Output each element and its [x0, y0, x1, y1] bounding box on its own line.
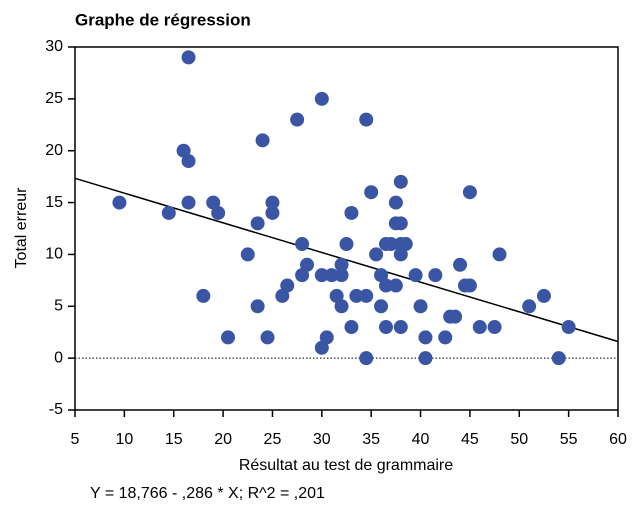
- y-tick-label: 15: [45, 194, 63, 211]
- point: [536, 288, 551, 303]
- point: [344, 320, 359, 335]
- x-tick-label: 30: [313, 431, 331, 448]
- x-axis-label: Résultat au test de grammaire: [239, 457, 453, 474]
- x-tick-label: 50: [510, 431, 528, 448]
- point: [240, 247, 255, 262]
- point: [462, 185, 477, 200]
- point: [359, 288, 374, 303]
- point: [339, 237, 354, 252]
- point: [221, 330, 236, 345]
- point: [290, 112, 305, 127]
- point: [334, 268, 349, 283]
- point: [393, 174, 408, 189]
- point: [295, 237, 310, 252]
- point: [448, 309, 463, 324]
- point: [255, 133, 270, 148]
- point: [418, 330, 433, 345]
- point: [250, 299, 265, 314]
- x-tick-label: 60: [609, 431, 627, 448]
- point: [374, 299, 389, 314]
- x-tick-label: 35: [362, 431, 380, 448]
- plot-frame: [74, 46, 619, 411]
- point: [487, 320, 502, 335]
- point: [462, 278, 477, 293]
- y-tick-label: 5: [54, 298, 63, 315]
- y-tick-label: 30: [45, 38, 63, 55]
- point: [408, 268, 423, 283]
- point: [334, 257, 349, 272]
- point: [393, 320, 408, 335]
- point: [196, 288, 211, 303]
- point: [369, 247, 384, 262]
- x-tick-label: 25: [264, 431, 282, 448]
- point: [388, 278, 403, 293]
- annotation: Y = 18,766 - ,286 * X; R^2 = ,201: [90, 485, 325, 502]
- point: [418, 351, 433, 366]
- point: [265, 195, 280, 210]
- point: [206, 195, 221, 210]
- point: [364, 185, 379, 200]
- x-tick-label: 55: [560, 431, 578, 448]
- point: [295, 268, 310, 283]
- point: [300, 257, 315, 272]
- point: [393, 216, 408, 231]
- point: [359, 351, 374, 366]
- chart-title: Graphe de régression: [75, 10, 251, 29]
- point: [181, 154, 196, 169]
- x-tick-label: 5: [71, 431, 80, 448]
- point: [378, 278, 393, 293]
- point: [260, 330, 275, 345]
- point: [181, 50, 196, 65]
- point: [413, 299, 428, 314]
- point: [492, 247, 507, 262]
- point: [551, 351, 566, 366]
- point: [314, 268, 329, 283]
- point: [383, 237, 398, 252]
- y-tick-label: -5: [49, 401, 63, 418]
- x-tick-label: 45: [461, 431, 479, 448]
- point: [398, 237, 413, 252]
- point: [181, 195, 196, 210]
- y-tick-label: 20: [45, 142, 63, 159]
- point: [334, 299, 349, 314]
- point: [176, 143, 191, 158]
- point: [428, 268, 443, 283]
- point: [374, 268, 389, 283]
- point: [472, 320, 487, 335]
- point: [453, 257, 468, 272]
- point: [265, 205, 280, 220]
- point: [329, 288, 344, 303]
- point: [314, 340, 329, 355]
- point: [388, 195, 403, 210]
- point: [393, 247, 408, 262]
- y-tick-label: 10: [45, 246, 63, 263]
- x-tick-label: 40: [412, 431, 430, 448]
- y-axis-label: Total erreur: [13, 187, 30, 269]
- y-tick-label: 25: [45, 90, 63, 107]
- x-tick-label: 20: [214, 431, 232, 448]
- point: [314, 91, 329, 106]
- x-tick-label: 10: [115, 431, 133, 448]
- point: [161, 205, 176, 220]
- y-tick-label: 0: [54, 349, 63, 366]
- point: [561, 320, 576, 335]
- point: [324, 268, 339, 283]
- x-tick-label: 15: [165, 431, 183, 448]
- point: [112, 195, 127, 210]
- point: [319, 330, 334, 345]
- point: [438, 330, 453, 345]
- point: [359, 112, 374, 127]
- point: [349, 288, 364, 303]
- point: [211, 205, 226, 220]
- point: [275, 288, 290, 303]
- point: [522, 299, 537, 314]
- point: [344, 205, 359, 220]
- point: [280, 278, 295, 293]
- point: [250, 216, 265, 231]
- point: [378, 320, 393, 335]
